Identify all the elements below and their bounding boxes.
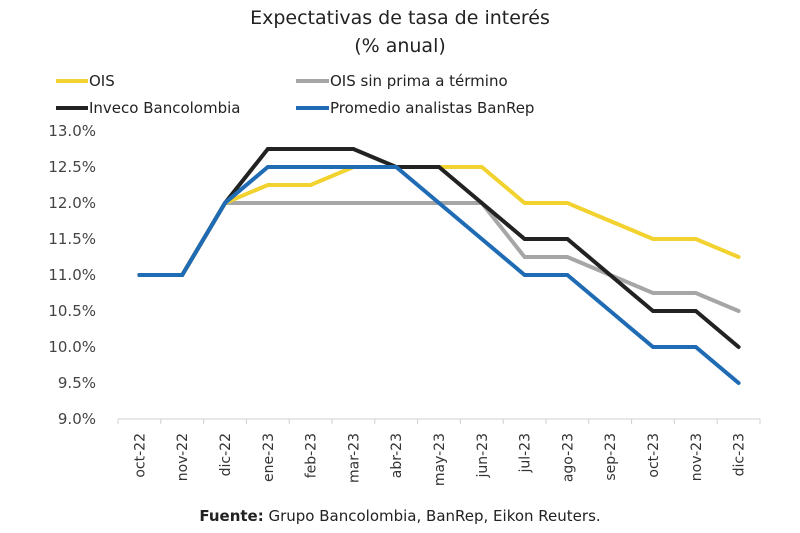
y-tick-label: 11.0% — [48, 266, 96, 284]
legend-item-banrep: Promedio analistas BanRep — [296, 99, 534, 117]
x-tick-label: jun-23 — [475, 433, 491, 479]
y-tick-label: 9.0% — [58, 410, 96, 428]
x-tick-label: nov-23 — [689, 433, 705, 481]
legend-label-banrep: Promedio analistas BanRep — [330, 99, 534, 117]
x-axis: oct-22 nov-22 dic-22 ene-23 feb-23 mar-23 abr-… — [117, 418, 761, 486]
x-tick-label: jul-23 — [518, 433, 534, 474]
y-tick-label: 12.0% — [48, 194, 96, 212]
legend-label-ois-sin-prima: OIS sin prima a término — [330, 72, 508, 90]
x-tick-label: dic-23 — [732, 433, 748, 476]
x-tick-label: mar-23 — [346, 433, 362, 483]
series-line-promedio-analistas-banrep — [137, 165, 741, 385]
series-line-ois — [137, 165, 741, 277]
x-tick-label: ene-23 — [261, 433, 277, 482]
y-tick-label: 11.5% — [48, 230, 96, 248]
x-tick-label: ago-23 — [560, 433, 576, 482]
y-axis: 9.0% 9.5% 10.0% 10.5% 11.0% 11.5% 12.0% 12.5% 13… — [48, 122, 96, 428]
x-tick-label: oct-22 — [132, 433, 148, 478]
legend: OIS OIS sin prima a término Inveco Banco… — [56, 72, 534, 117]
source-text: Grupo Bancolombia, BanRep, Eikon Reuters… — [263, 507, 601, 525]
series-line-ois-sin-prima-a-t-rmino — [137, 201, 741, 313]
x-tick-label: abr-23 — [389, 433, 405, 478]
x-tick-label: may-23 — [432, 433, 448, 486]
legend-label-ois: OIS — [89, 72, 115, 90]
legend-item-inveco: Inveco Bancolombia — [56, 99, 240, 117]
y-tick-label: 13.0% — [48, 122, 96, 140]
x-tick-label: nov-22 — [175, 433, 191, 481]
chart-subtitle: (% anual) — [354, 35, 446, 57]
legend-item-ois: OIS — [56, 72, 115, 90]
legend-item-ois-sin-prima: OIS sin prima a término — [296, 72, 508, 90]
x-tick-label: oct-23 — [646, 433, 662, 478]
source-note: Fuente: Grupo Bancolombia, BanRep, Eikon… — [0, 507, 800, 525]
x-tick-label: dic-22 — [218, 433, 234, 476]
y-tick-label: 12.5% — [48, 158, 96, 176]
x-tick-label: feb-23 — [304, 433, 320, 478]
legend-label-inveco: Inveco Bancolombia — [89, 99, 240, 117]
y-tick-label: 10.0% — [48, 338, 96, 356]
source-label: Fuente: — [199, 507, 264, 525]
chart-title: Expectativas de tasa de interés — [250, 7, 550, 29]
series-group — [137, 147, 741, 385]
y-tick-label: 10.5% — [48, 302, 96, 320]
series-line-inveco-bancolombia — [137, 147, 741, 349]
x-tick-label: sep-23 — [603, 433, 619, 481]
y-tick-label: 9.5% — [58, 374, 96, 392]
